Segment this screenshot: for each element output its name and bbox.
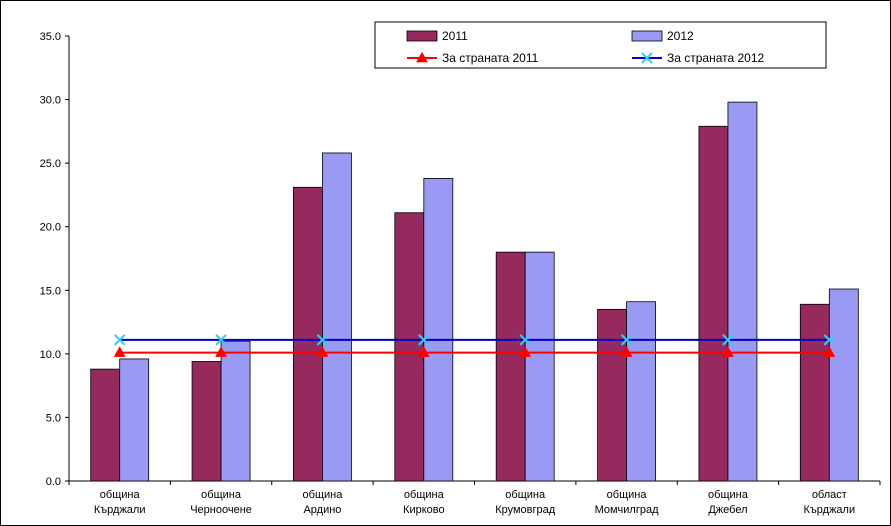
triangle-marker [215, 346, 227, 357]
y-tick-label: 0.0 [46, 476, 61, 488]
x-tick-label: Ардино [303, 504, 341, 516]
x-marker [113, 334, 126, 346]
bar-2011 [394, 212, 425, 482]
bar-2011 [799, 303, 830, 482]
x-marker [418, 334, 430, 346]
x-marker [641, 52, 653, 64]
triangle-marker [519, 346, 532, 357]
bar-2011 [495, 251, 526, 482]
triangle-marker [113, 346, 126, 357]
bar-2012 [423, 177, 454, 482]
y-tick-label: 15.0 [40, 285, 61, 297]
x-tick-label: община [607, 489, 648, 501]
triangle-marker [417, 346, 430, 357]
y-tick-label: 5.0 [46, 412, 61, 424]
x-tick-label: област [812, 489, 847, 501]
triangle-marker [620, 346, 633, 357]
x-tick-label: Джебел [708, 504, 747, 516]
y-tick-label: 25.0 [40, 158, 61, 170]
x-tick-label: Крумовград [495, 504, 556, 516]
triangle-marker [823, 346, 836, 357]
y-tick-label: 30.0 [40, 95, 61, 107]
bar-2012 [220, 340, 251, 482]
x-tick-label: община [303, 489, 344, 501]
y-tick-label: 10.0 [40, 349, 61, 361]
x-marker [215, 334, 227, 346]
bar-2011 [293, 186, 323, 482]
bar-2012 [727, 101, 758, 482]
x-marker [316, 334, 329, 346]
x-tick-label: Черноочене [190, 504, 252, 516]
y-tick-label: 20.0 [40, 222, 61, 234]
x-marker [823, 334, 836, 346]
x-tick-label: Кърджали [94, 504, 146, 516]
bar-2012 [626, 301, 656, 482]
legend-label: 2012 [667, 29, 694, 43]
triangle-marker [316, 346, 329, 357]
bar-2012 [322, 152, 352, 482]
bar-2011 [90, 368, 121, 482]
x-tick-label: Кърджали [804, 504, 856, 516]
x-tick-label: община [708, 489, 749, 501]
x-tick-label: община [505, 489, 546, 501]
bar-2012 [524, 251, 555, 482]
x-tick-label: община [100, 489, 141, 501]
bar-2012 [828, 288, 859, 482]
x-tick-label: община [404, 489, 445, 501]
legend-label: За страната 2012 [667, 51, 765, 65]
x-marker [519, 334, 531, 346]
legend-label: 2011 [442, 29, 468, 43]
bar-2011 [191, 361, 222, 482]
y-tick-label: 35.0 [40, 31, 61, 43]
triangle-marker [722, 346, 734, 357]
legend: 2011 2012 За страната 2011 За страната 2012 [374, 21, 827, 69]
x-marker [620, 334, 633, 346]
bar-2012 [119, 358, 150, 482]
legend-swatch [406, 30, 438, 42]
x-tick-label: Кирково [403, 504, 445, 516]
x-tick-label: Момчилград [595, 504, 660, 516]
x-marker [722, 334, 734, 346]
x-tick-label: община [201, 489, 242, 501]
legend-label: За страната 2011 [442, 51, 539, 65]
legend-box [374, 21, 827, 69]
bar-2011 [698, 125, 729, 482]
legend-swatch [631, 30, 663, 42]
triangle-marker [416, 51, 428, 63]
bar-2011 [597, 308, 627, 482]
